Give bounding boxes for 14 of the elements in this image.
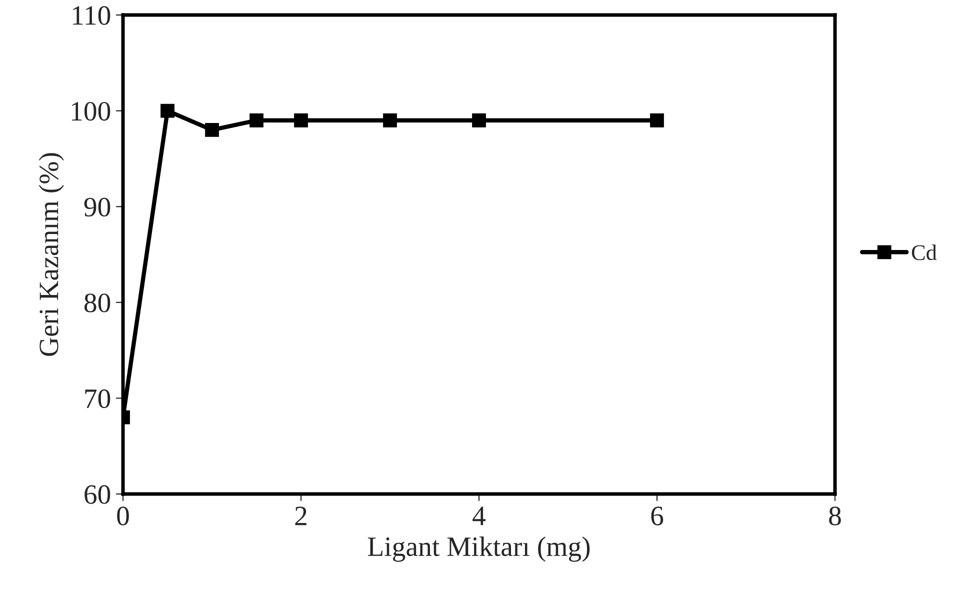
y-tick-label: 100	[72, 102, 110, 121]
y-tick-label: 80	[84, 294, 110, 312]
x-tick-label: 6	[651, 506, 664, 526]
y-tick-label: 90	[84, 198, 110, 217]
y-tick-label: 70	[85, 389, 110, 408]
legend-label: Cd	[912, 244, 937, 260]
x-tick-label: 8	[829, 506, 841, 526]
y-tick-label: 60	[84, 485, 110, 504]
x-tick-label: 4	[472, 506, 486, 526]
y-axis-title: Geri Kazanım (%)	[38, 153, 64, 356]
y-tick-label: 110	[73, 6, 110, 25]
x-tick-label: 2	[295, 506, 306, 526]
x-axis-title: Ligant Miktarı (mg)	[368, 536, 590, 562]
x-tick-label: 0	[117, 506, 129, 526]
